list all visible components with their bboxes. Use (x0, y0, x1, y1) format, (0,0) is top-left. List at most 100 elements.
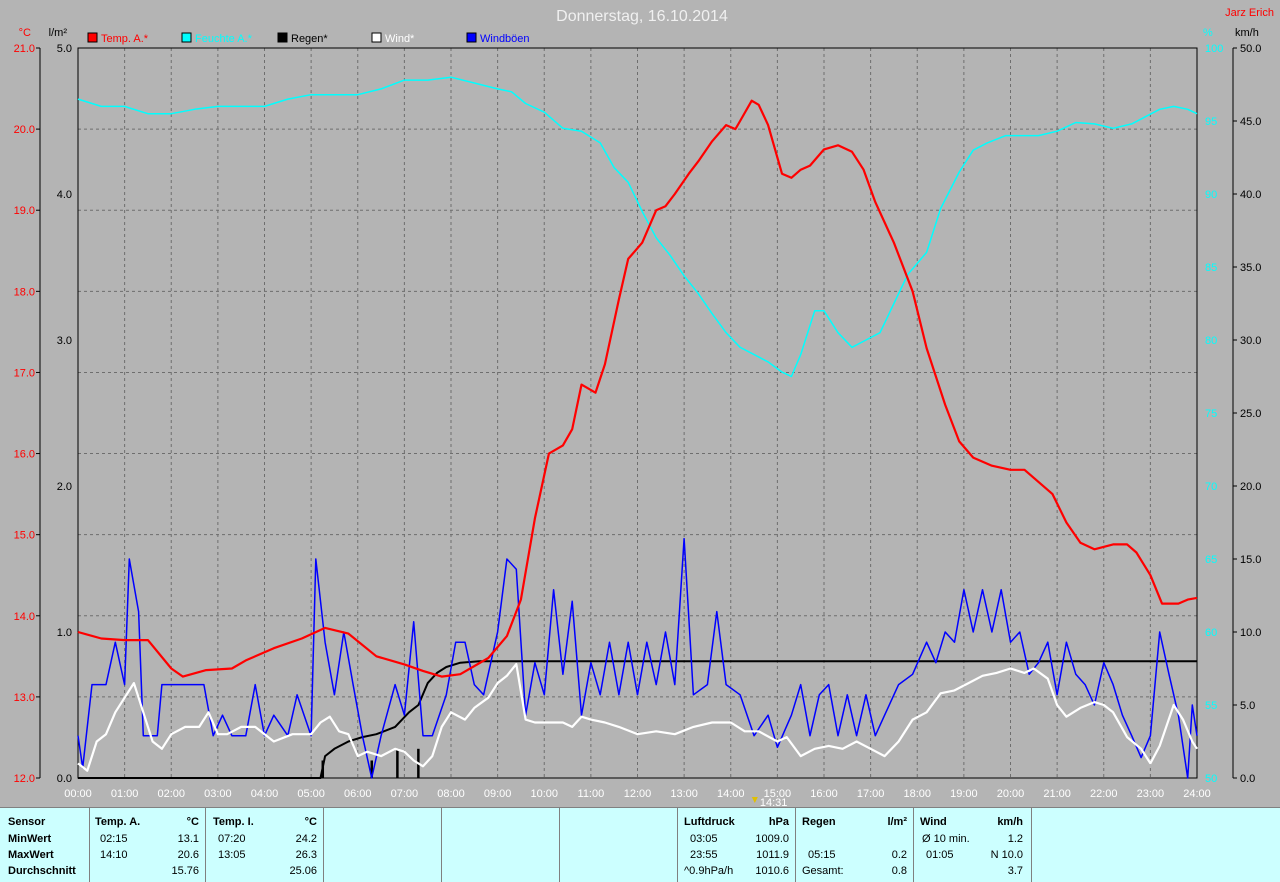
legend-label: Windböen (480, 33, 530, 45)
grid (78, 48, 1197, 778)
legend-swatch (466, 32, 477, 43)
x-tick-label: 17:00 (857, 788, 885, 800)
legend-swatch (87, 32, 98, 43)
wind-tick-label: 5.0 (1240, 700, 1255, 712)
max-time: 05:15 (808, 849, 836, 861)
wind-tick-label: 35.0 (1240, 262, 1261, 274)
x-tick-label: 19:00 (950, 788, 978, 800)
temp-tick-label: 18.0 (14, 286, 35, 298)
x-tick-label: 04:00 (251, 788, 279, 800)
max-value: 26.3 (295, 849, 317, 861)
wind-tick-label: 20.0 (1240, 481, 1261, 493)
x-tick-label: 03:00 (204, 788, 232, 800)
x-tick-label: 07:00 (391, 788, 419, 800)
legend-label: Wind* (385, 33, 415, 45)
x-tick-label: 15:00 (764, 788, 792, 800)
series-line-rain (78, 660, 1197, 779)
wind-tick-label: 15.0 (1240, 554, 1261, 566)
series-line-wind (77, 662, 1198, 772)
rain-tick-label: 1.0 (57, 627, 72, 639)
min-time: 02:15 (100, 833, 128, 845)
x-tick-label: 08:00 (437, 788, 465, 800)
col-unit: °C (304, 816, 317, 828)
humidity-tick-label: 85 (1205, 262, 1217, 274)
series (77, 76, 1198, 779)
max-value: 0.2 (891, 849, 907, 861)
author-label: Jarz Erich (1225, 7, 1274, 19)
row-label-avg: Durchschnitt (8, 865, 76, 877)
chart-title: Donnerstag, 16.10.2014 (556, 8, 728, 25)
x-tick-label: 02:00 (157, 788, 185, 800)
stats-col-temp-i: Temp. I. °C 07:20 24.2 13:05 26.3 25.06 (206, 808, 324, 882)
wind-tick-label: 45.0 (1240, 116, 1261, 128)
avg10-label: Ø 10 min. (922, 833, 970, 845)
temp-tick-label: 12.0 (14, 773, 35, 785)
x-tick-label: 24:00 (1183, 788, 1211, 800)
rain-axis-unit: l/m² (49, 27, 68, 39)
col-header: Regen (802, 816, 836, 828)
temp-tick-label: 15.0 (14, 530, 35, 542)
legend-swatch (371, 32, 382, 43)
humidity-tick-label: 80 (1205, 335, 1217, 347)
stats-col-wind: Wind km/h Ø 10 min. 1.2 01:05 N 10.0 3.7 (914, 808, 1032, 882)
rain-tick-label: 5.0 (57, 43, 72, 55)
x-tick-label: 00:00 (64, 788, 92, 800)
legend-label: Temp. A.* (101, 33, 149, 45)
min-value: 1009.0 (755, 833, 789, 845)
row-label-min: MinWert (8, 833, 52, 845)
min-time: 07:20 (218, 833, 246, 845)
total-label: Gesamt: (802, 865, 844, 877)
humidity-tick-label: 60 (1205, 627, 1217, 639)
x-tick-label: 12:00 (624, 788, 652, 800)
time-marker-label: 14:31 (760, 797, 788, 807)
avg-value: 15.76 (171, 865, 199, 877)
stats-table: Sensor MinWert MaxWert Durchschnitt Temp… (0, 807, 1280, 882)
row-label-sensor: Sensor (8, 816, 46, 828)
avg-value: 3.7 (1007, 865, 1023, 877)
stats-col-rain: Regen l/m² 05:15 0.2 Gesamt: 0.8 (796, 808, 914, 882)
stats-col-empty-2 (442, 808, 560, 882)
wind-tick-label: 40.0 (1240, 189, 1261, 201)
x-tick-label: 09:00 (484, 788, 512, 800)
series-line-humidity (77, 76, 1198, 378)
stats-col-pressure: Luftdruck hPa 03:05 1009.0 23:55 1011.9 … (678, 808, 796, 882)
wind-tick-label: 10.0 (1240, 627, 1261, 639)
col-unit: km/h (997, 816, 1023, 828)
max-time: 14:10 (100, 849, 128, 861)
weather-chart: 12.0 13.0 14.0 15.0 16.0 17.0 18.0 19.0 20.0 21.0… (14, 7, 1274, 807)
x-tick-label: 06:00 (344, 788, 372, 800)
humidity-tick-label: 100 (1205, 43, 1223, 55)
wind-axis-unit: km/h (1235, 27, 1259, 39)
x-tick-label: 23:00 (1137, 788, 1165, 800)
col-unit: °C (186, 816, 199, 828)
x-tick-label: 20:00 (997, 788, 1025, 800)
legend-swatch (277, 32, 288, 43)
col-unit: hPa (768, 816, 789, 828)
temp-tick-label: 17.0 (14, 367, 35, 379)
total-value: 0.8 (891, 865, 907, 877)
min-time: 03:05 (690, 833, 718, 845)
series-line-wind (77, 537, 1198, 779)
temp-tick-label: 19.0 (14, 205, 35, 217)
stats-col-empty-1 (324, 808, 442, 882)
x-tick-label: 05:00 (297, 788, 325, 800)
temp-axis-unit: °C (19, 27, 31, 39)
humidity-axis-unit: % (1203, 27, 1213, 39)
trend-label: ^0.9hPa/h (684, 865, 734, 877)
rain-tick-label: 4.0 (57, 189, 72, 201)
x-tick-label: 14:00 (717, 788, 745, 800)
axes: 12.0 13.0 14.0 15.0 16.0 17.0 18.0 19.0 20.0 21.0… (14, 27, 1262, 807)
humidity-tick-label: 70 (1205, 481, 1217, 493)
wind-tick-label: 25.0 (1240, 408, 1261, 420)
stats-col-empty-3 (560, 808, 678, 882)
temp-tick-label: 21.0 (14, 43, 35, 55)
x-tick-label: 01:00 (111, 788, 139, 800)
col-header: Temp. A. (95, 816, 141, 828)
temp-tick-label: 16.0 (14, 449, 35, 461)
wind-tick-label: 50.0 (1240, 43, 1261, 55)
wind-tick-label: 0.0 (1240, 773, 1255, 785)
legend: Temp. A.* Feuchte A.* Regen* Wind* Windböen (87, 32, 530, 45)
col-header: Luftdruck (684, 816, 735, 828)
humidity-tick-label: 75 (1205, 408, 1217, 420)
humidity-tick-label: 50 (1205, 773, 1217, 785)
